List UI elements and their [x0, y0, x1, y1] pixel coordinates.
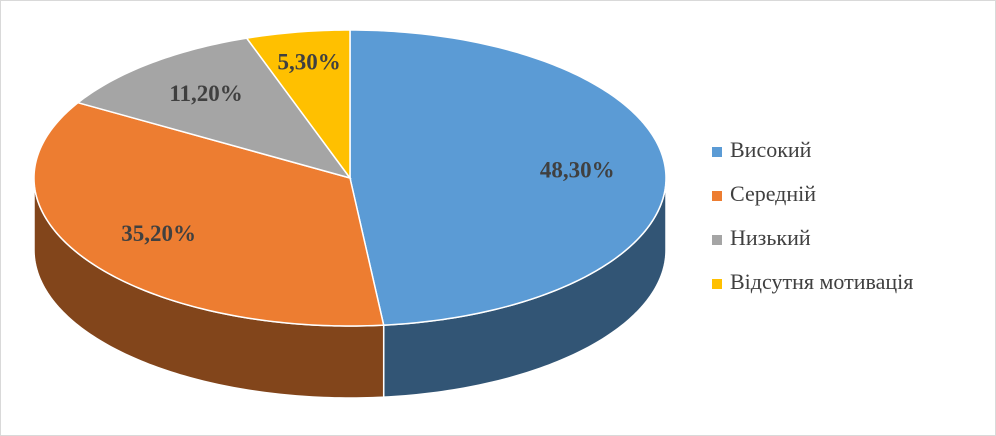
legend-swatch	[712, 191, 722, 201]
data-label: 11,20%	[169, 81, 242, 106]
legend-swatch	[712, 147, 722, 157]
data-label: 48,30%	[540, 158, 615, 183]
legend-swatch	[712, 279, 722, 289]
slice	[245, 29, 351, 181]
slice	[349, 29, 667, 326]
slice	[76, 37, 352, 180]
legend-label: Відсутня мотивація	[730, 269, 913, 294]
legend-label: Середній	[730, 181, 816, 206]
legend-label: Високий	[730, 137, 812, 162]
data-label: 5,30%	[278, 49, 341, 74]
slice	[33, 101, 385, 327]
legend-swatch	[712, 235, 722, 245]
data-label: 35,20%	[121, 221, 196, 246]
legend-label: Низький	[730, 225, 811, 250]
